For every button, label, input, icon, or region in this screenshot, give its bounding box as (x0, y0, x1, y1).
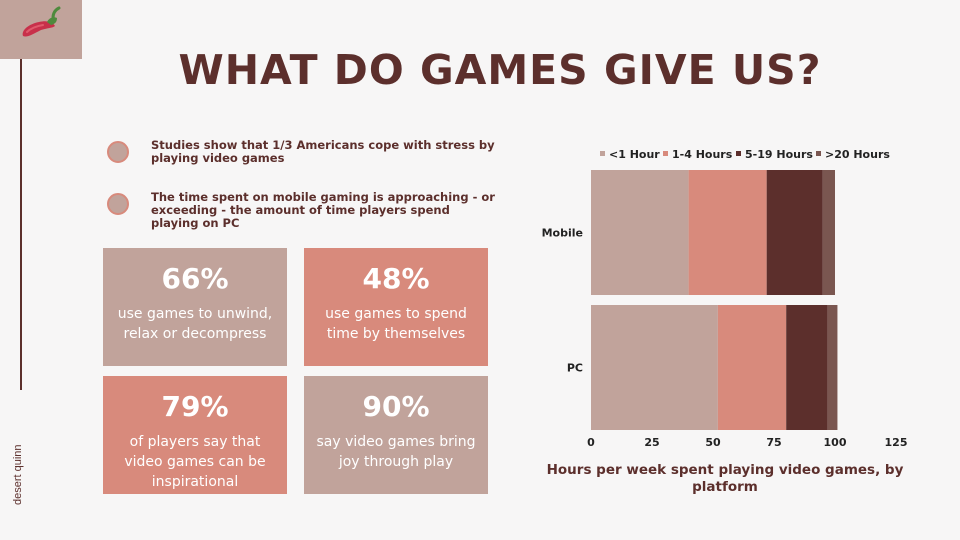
chart-svg: <1 Hour 1-4 Hours 5-19 Hours >20 Hours Mobil… (542, 148, 908, 449)
bar-segment (766, 170, 823, 295)
legend-swatch (816, 151, 821, 156)
stat-card: 66% use games to unwind, relax or decomp… (103, 248, 287, 366)
x-tick-label: 25 (644, 436, 659, 449)
legend-swatch (600, 151, 605, 156)
stat-card: 90% say video games bring joy through pl… (304, 376, 488, 494)
chili-pepper-icon (22, 6, 61, 37)
x-tick-label: 75 (766, 436, 781, 449)
chart-title: Hours per week spent playing video games… (546, 462, 904, 495)
stat-value: 48% (362, 262, 430, 295)
legend-swatch (736, 151, 741, 156)
bullet-dot-icon (107, 141, 129, 163)
legend-label: 1-4 Hours (672, 148, 733, 161)
legend-label: >20 Hours (825, 148, 890, 161)
stat-label: use games to unwind, relax or decompress (117, 306, 273, 342)
logo-box (0, 0, 82, 59)
x-tick-label: 0 (587, 436, 595, 449)
legend-label: 5-19 Hours (745, 148, 813, 161)
x-tick-label: 50 (705, 436, 721, 449)
bar-segment (827, 305, 838, 430)
stacked-bar-chart: <1 Hour 1-4 Hours 5-19 Hours >20 Hours Mobil… (530, 140, 950, 500)
stat-label: say video games bring joy through play (316, 434, 476, 470)
bullet-text: Studies show that 1/3 Americans cope wit… (151, 138, 495, 165)
bar-segment (591, 170, 689, 295)
legend-label: <1 Hour (609, 148, 660, 161)
legend-swatch (663, 151, 668, 156)
bar-segment (822, 170, 835, 295)
x-tick-label: 100 (824, 436, 847, 449)
page-title: WHAT DO GAMES GIVE US? (178, 46, 822, 94)
bar-segment (688, 170, 767, 295)
bar-segment (786, 305, 828, 430)
bullet-dot-icon (107, 193, 129, 215)
bar-segment (717, 305, 787, 430)
stat-value: 66% (161, 262, 229, 295)
bar-segment (591, 305, 718, 430)
category-label: PC (567, 362, 583, 375)
bullet-text: The time spent on mobile gaming is appro… (151, 190, 495, 230)
stat-label: use games to spend time by themselves (325, 306, 467, 342)
decorative-vertical-line (20, 59, 22, 390)
category-label: Mobile (542, 227, 583, 240)
stat-card: 79% of players say that video games can … (103, 376, 287, 494)
stat-value: 90% (362, 390, 430, 423)
brand-name: desert quinn (12, 444, 24, 505)
x-tick-label: 125 (885, 436, 908, 449)
stat-value: 79% (161, 390, 229, 423)
stat-label: of players say that video games can be i… (124, 434, 266, 490)
stat-card: 48% use games to spend time by themselve… (304, 248, 488, 366)
